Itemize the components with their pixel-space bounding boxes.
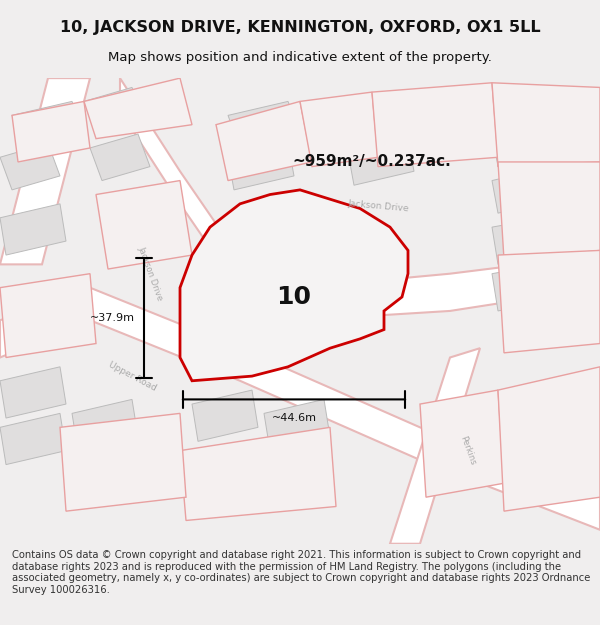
Polygon shape — [420, 101, 486, 148]
Polygon shape — [120, 78, 600, 320]
Polygon shape — [96, 181, 192, 269]
Text: Jackson Drive: Jackson Drive — [347, 199, 409, 213]
Polygon shape — [228, 101, 300, 148]
Polygon shape — [60, 413, 186, 511]
Text: Map shows position and indicative extent of the property.: Map shows position and indicative extent… — [108, 51, 492, 64]
Polygon shape — [216, 101, 312, 181]
PathPatch shape — [180, 190, 408, 381]
Polygon shape — [264, 399, 330, 451]
Polygon shape — [420, 390, 504, 498]
Polygon shape — [498, 162, 600, 260]
Polygon shape — [84, 88, 144, 134]
Polygon shape — [228, 143, 294, 190]
Text: Perkins: Perkins — [458, 435, 478, 466]
Polygon shape — [498, 251, 600, 353]
Text: ~959m²/~0.237ac.: ~959m²/~0.237ac. — [293, 154, 451, 169]
Polygon shape — [480, 437, 546, 483]
Polygon shape — [0, 413, 66, 464]
Polygon shape — [72, 399, 138, 451]
Polygon shape — [192, 390, 258, 441]
Polygon shape — [0, 204, 66, 255]
Polygon shape — [0, 143, 60, 190]
Text: Contains OS data © Crown copyright and database right 2021. This information is : Contains OS data © Crown copyright and d… — [12, 550, 590, 595]
Polygon shape — [0, 367, 66, 418]
Text: ~37.9m: ~37.9m — [90, 313, 135, 323]
Polygon shape — [480, 390, 546, 437]
Polygon shape — [348, 139, 414, 185]
Polygon shape — [492, 260, 576, 311]
Polygon shape — [180, 428, 336, 521]
Text: 10: 10 — [277, 285, 311, 309]
Text: Jackson Drive: Jackson Drive — [136, 245, 164, 302]
Polygon shape — [0, 288, 600, 530]
Polygon shape — [492, 167, 558, 213]
Polygon shape — [348, 92, 414, 134]
Polygon shape — [12, 101, 84, 148]
Polygon shape — [492, 213, 576, 264]
Polygon shape — [372, 82, 498, 167]
Polygon shape — [0, 274, 96, 358]
Polygon shape — [498, 367, 600, 511]
Polygon shape — [90, 134, 150, 181]
Polygon shape — [84, 78, 192, 139]
Polygon shape — [492, 82, 600, 167]
Text: 10, JACKSON DRIVE, KENNINGTON, OXFORD, OX1 5LL: 10, JACKSON DRIVE, KENNINGTON, OXFORD, O… — [59, 19, 541, 34]
Polygon shape — [492, 120, 558, 167]
Polygon shape — [12, 101, 90, 162]
Polygon shape — [300, 92, 378, 167]
Text: ~44.6m: ~44.6m — [271, 413, 317, 423]
Polygon shape — [0, 78, 90, 264]
Polygon shape — [390, 348, 480, 544]
Text: Upper Road: Upper Road — [107, 360, 157, 392]
